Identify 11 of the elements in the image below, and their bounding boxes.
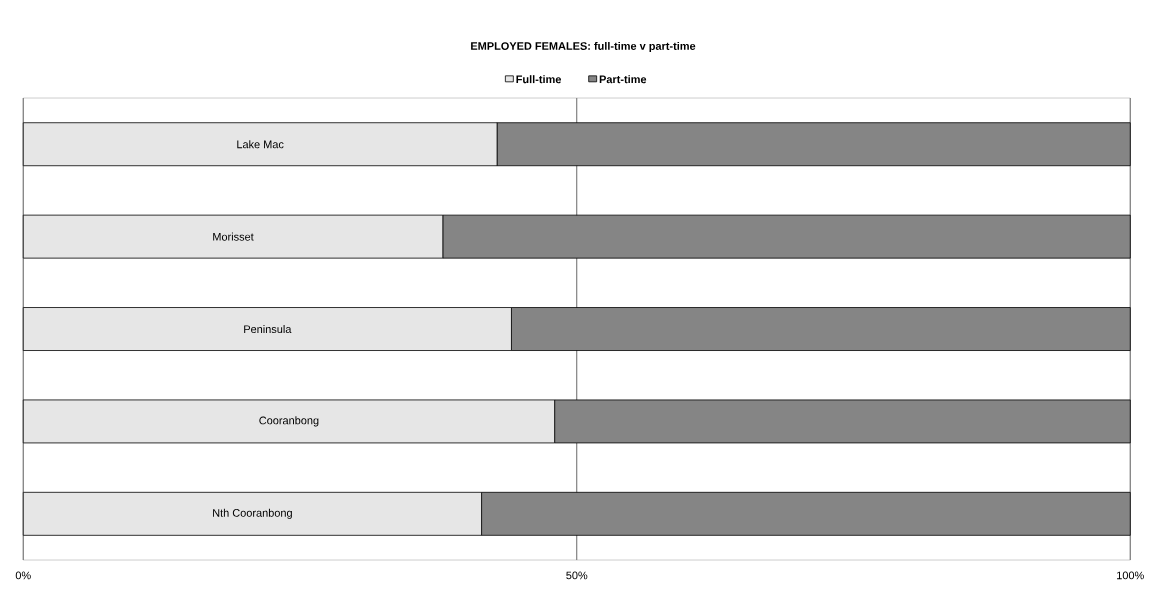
legend-label: Full-time xyxy=(516,75,562,84)
y-tick-label: Lake Mac xyxy=(237,140,284,149)
x-tick-label: 0% xyxy=(15,571,31,580)
y-tick-label: Peninsula xyxy=(244,325,292,334)
x-tick-label: 50% xyxy=(566,571,588,580)
y-tick-label: Nth Cooranbong xyxy=(213,508,292,519)
y-tick-label: Morisset xyxy=(213,232,254,241)
x-tick-label: 100% xyxy=(1117,571,1144,580)
chart-title: EMPLOYED FEMALES: full-time v part-time xyxy=(471,41,696,53)
y-tick-label: Cooranbong xyxy=(259,416,319,427)
legend-label: Part-time xyxy=(599,75,647,84)
